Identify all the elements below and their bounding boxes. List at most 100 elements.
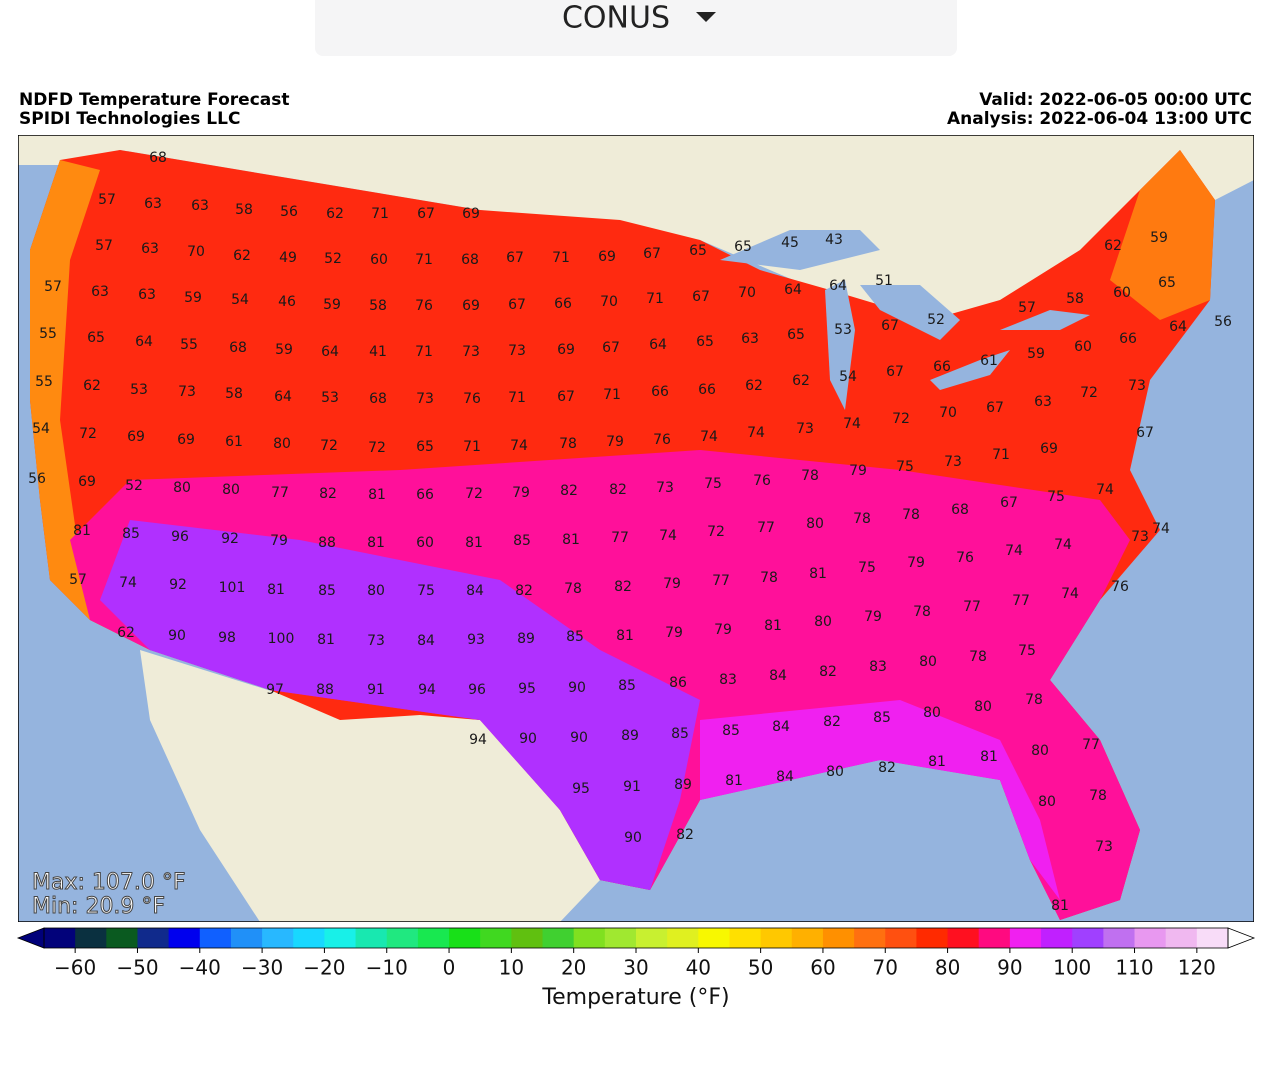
temperature-label: 70	[600, 294, 618, 310]
temperature-label: 77	[757, 520, 775, 536]
extend-low	[16, 927, 45, 949]
temperature-label: 68	[149, 150, 167, 166]
temperature-label: 81	[1051, 898, 1069, 914]
temperature-label: 64	[321, 344, 339, 360]
color-bin	[729, 928, 762, 948]
lake-erie	[930, 350, 1010, 390]
colorbar-tick-label: −40	[179, 956, 221, 980]
temperature-label: 66	[651, 384, 669, 400]
dropdown-box[interactable]	[315, 0, 957, 56]
temperature-label: 58	[225, 386, 243, 402]
temperature-label: 80	[367, 583, 385, 599]
color-bin	[916, 928, 949, 948]
temperature-label: 55	[180, 337, 198, 353]
min-text: Min: 20.9 °F	[32, 894, 165, 919]
temperature-label: 89	[621, 728, 639, 744]
temperature-label: 85	[671, 726, 689, 742]
temperature-label: 62	[83, 378, 101, 394]
temperature-label: 90	[168, 628, 186, 644]
temperature-label: 70	[187, 244, 205, 260]
temperature-label: 96	[468, 682, 486, 698]
temperature-label: 49	[279, 250, 297, 266]
lake-michigan	[825, 280, 855, 410]
temperature-label: 69	[598, 249, 616, 265]
temperature-label: 73	[656, 480, 674, 496]
colorbar-tick-label: −30	[241, 956, 283, 980]
temperature-label: 69	[177, 432, 195, 448]
temperature-label: 67	[692, 289, 710, 305]
temperature-label: 71	[552, 250, 570, 266]
temperature-label: 67	[1000, 495, 1018, 511]
temperature-label: 88	[316, 682, 334, 698]
color-bin	[449, 928, 481, 948]
temperature-label: 59	[275, 342, 293, 358]
temperature-label: 74	[1061, 586, 1079, 602]
temperature-label: 84	[466, 583, 484, 599]
colorbar-tick-label: 100	[1053, 956, 1091, 980]
temperature-label: 78	[1089, 788, 1107, 804]
temperature-label: 76	[753, 473, 771, 489]
max-text: Max: 107.0 °F	[32, 870, 186, 895]
temperature-label: 78	[853, 511, 871, 527]
temperature-label: 52	[927, 312, 945, 328]
color-bin	[480, 928, 512, 948]
temperature-label: 73	[1131, 529, 1149, 545]
color-bin	[293, 928, 325, 948]
temperature-label: 65	[696, 334, 714, 350]
colorbar-tick-label: 30	[623, 956, 648, 980]
temperature-labels: 68 57 63 63 58 56 62 71 67 69 57 63 70 62 49 52 60 71 68 67…	[28, 150, 1232, 914]
temperature-label: 100	[268, 631, 295, 647]
temperature-label: 81	[562, 532, 580, 548]
temperature-label: 76	[415, 298, 433, 314]
temperature-label: 69	[462, 298, 480, 314]
map-title: NDFD Temperature Forecast	[19, 90, 290, 110]
region-dropdown[interactable]: CONUS	[315, 0, 957, 56]
temperature-label: 75	[896, 459, 914, 475]
temperature-label: 77	[1012, 593, 1030, 609]
temperature-label: 73	[796, 421, 814, 437]
temperature-label: 73	[416, 391, 434, 407]
temperature-label: 90	[570, 730, 588, 746]
temperature-label: 73	[1128, 378, 1146, 394]
color-bin	[355, 928, 388, 948]
gulf-coast	[700, 700, 1060, 900]
temperature-label: 64	[829, 278, 847, 294]
temperature-label: 65	[416, 439, 434, 455]
temperature-label: 67	[881, 318, 899, 334]
color-bin	[75, 928, 107, 948]
temperature-label: 57	[98, 192, 116, 208]
temperature-label: 82	[823, 714, 841, 730]
temperature-label: 71	[508, 390, 526, 406]
temperature-label: 62	[792, 373, 810, 389]
temperature-label: 53	[321, 390, 339, 406]
temperature-label: 91	[367, 682, 385, 698]
dropdown-caret[interactable]	[696, 12, 716, 22]
temperature-label: 69	[557, 342, 575, 358]
temperature-label: 92	[169, 577, 187, 593]
temperature-label: 74	[700, 429, 718, 445]
color-bin	[1009, 928, 1042, 948]
temperature-label: 67	[986, 400, 1004, 416]
temperature-label: 81	[317, 632, 335, 648]
temperature-label: 79	[665, 625, 683, 641]
temperature-label: 76	[1111, 579, 1129, 595]
color-bin	[199, 928, 232, 948]
temperature-label: 71	[646, 291, 664, 307]
temperature-label: 82	[319, 486, 337, 502]
lake-superior	[720, 230, 880, 270]
temperature-label: 71	[603, 387, 621, 403]
temperature-label: 63	[741, 331, 759, 347]
temperature-label: 64	[135, 334, 153, 350]
temperature-label: 79	[512, 485, 530, 501]
temperature-label: 53	[834, 322, 852, 338]
temperature-label: 80	[1038, 794, 1056, 810]
temperature-label: 81	[267, 582, 285, 598]
dropdown-text[interactable]: CONUS	[562, 1, 670, 36]
colorbar-tick-label: 120	[1178, 956, 1216, 980]
temperature-label: 60	[1113, 285, 1131, 301]
temperature-label: 52	[324, 251, 342, 267]
color-bin	[542, 928, 575, 948]
temperature-label: 64	[784, 282, 802, 298]
analysis-time: Analysis: 2022-06-04 13:00 UTC	[947, 109, 1252, 129]
